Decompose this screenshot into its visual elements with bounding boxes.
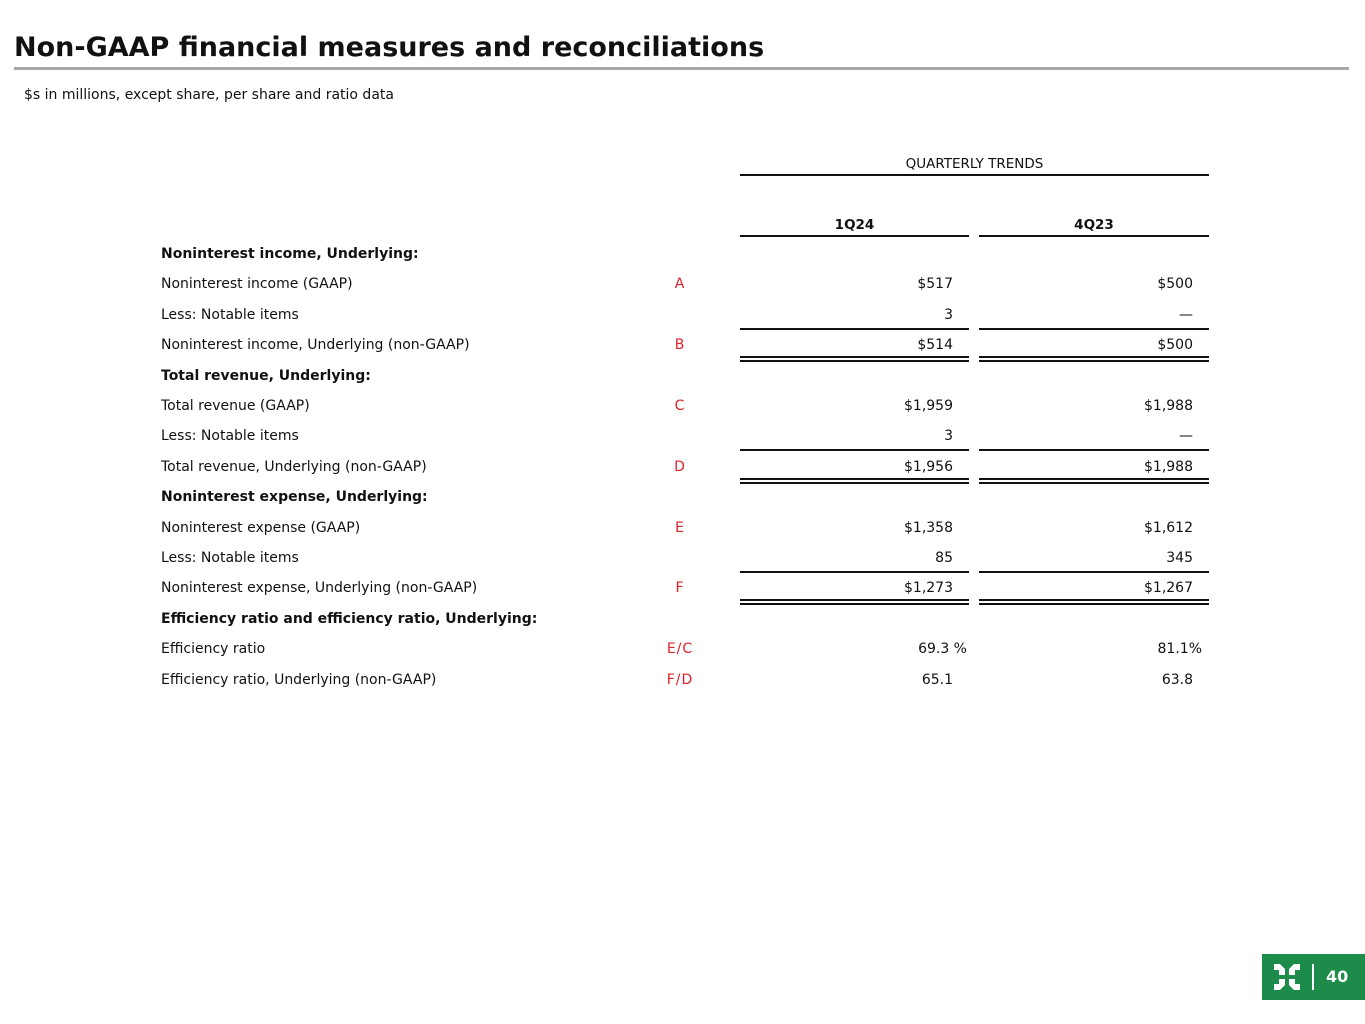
table-row: Efficiency ratio and efficiency ratio, U… (0, 611, 1365, 631)
row-label: Noninterest income, Underlying (non-GAAP… (161, 337, 470, 354)
footer-separator (1312, 964, 1314, 990)
underline (979, 571, 1209, 573)
row-reference: D (674, 458, 686, 475)
double-underline (740, 356, 969, 363)
table-row: Total revenue (GAAP) C $1,959 $1,988 (0, 398, 1365, 418)
value-4q23: 63.8 (1161, 671, 1193, 688)
row-reference: F (675, 580, 685, 597)
table-row: Efficiency ratio, Underlying (non-GAAP) F… (0, 672, 1365, 692)
page-number: 40 (1326, 967, 1349, 986)
row-label: Efficiency ratio, Underlying (non-GAAP) (161, 671, 437, 688)
row-reference: E/C (666, 641, 694, 658)
value-1q24: 85 (935, 550, 953, 566)
row-label: Noninterest income (GAAP) (161, 276, 353, 293)
value-1q24: $514 (917, 337, 953, 354)
value-4q23: $500 (1157, 276, 1193, 293)
value-1q24: 3 (944, 306, 953, 323)
double-underline (979, 477, 1209, 484)
value-1q24: 65.1 (921, 671, 953, 688)
table-row: Less: Notable items 85 345 (0, 550, 1365, 570)
underline (740, 571, 969, 573)
table-row: Less: Notable items 3 — (0, 307, 1365, 327)
footer-badge: 40 (1262, 954, 1365, 1000)
row-reference: C (674, 398, 686, 414)
value-4q23: $1,988 (1144, 458, 1193, 475)
double-underline (979, 599, 1209, 606)
value-1q24: 69.3 % (918, 641, 967, 658)
value-4q23: — (1179, 306, 1193, 323)
double-underline (979, 356, 1209, 363)
group-header: QUARTERLY TRENDS (905, 156, 1044, 172)
value-4q23: 345 (1166, 550, 1193, 566)
value-4q23: 81.1% (1157, 641, 1202, 658)
citizens-logo-icon (1274, 964, 1300, 990)
table-row: Noninterest expense, Underlying: (0, 489, 1365, 509)
value-4q23: $1,988 (1144, 398, 1193, 414)
row-label: Total revenue, Underlying (non-GAAP) (161, 458, 427, 475)
row-label: Efficiency ratio (161, 641, 266, 658)
double-underline (740, 477, 969, 484)
double-underline (740, 599, 969, 606)
value-4q23: $1,612 (1144, 519, 1193, 536)
page-title: Non-GAAP financial measures and reconcil… (14, 32, 765, 63)
table-row: Noninterest expense, Underlying (non-GAA… (0, 580, 1365, 600)
table-row: Noninterest income (GAAP) A $517 $500 (0, 276, 1365, 296)
value-1q24: 3 (944, 428, 953, 445)
row-label: Less: Notable items (161, 428, 299, 445)
column-header-1q24: 1Q24 (834, 217, 875, 233)
row-reference: E (675, 519, 685, 536)
table-row: Less: Notable items 3 — (0, 428, 1365, 448)
row-reference: A (674, 276, 686, 293)
value-4q23: — (1179, 428, 1193, 445)
column-header-4q23: 4Q23 (1074, 217, 1114, 233)
subtitle: $s in millions, except share, per share … (24, 87, 394, 103)
row-reference: B (674, 337, 686, 354)
table-row: Noninterest income, Underlying: (0, 246, 1365, 266)
row-label: Noninterest income, Underlying: (161, 246, 419, 262)
row-label: Total revenue (GAAP) (161, 398, 310, 414)
row-label: Noninterest expense (GAAP) (161, 519, 361, 536)
underline (740, 327, 969, 330)
underline (979, 449, 1209, 452)
row-reference: F/D (666, 671, 694, 688)
table-row: Noninterest income, Underlying (non-GAAP… (0, 337, 1365, 357)
table-row: Efficiency ratio E/C 69.3 % 81.1% (0, 641, 1365, 661)
underline (979, 327, 1209, 330)
row-label: Noninterest expense, Underlying: (161, 489, 428, 506)
row-label: Less: Notable items (161, 550, 299, 566)
value-4q23: $1,267 (1144, 580, 1193, 597)
value-4q23: $500 (1157, 337, 1193, 354)
table-row: Total revenue, Underlying: (0, 368, 1365, 388)
value-1q24: $1,959 (904, 398, 953, 414)
value-1q24: $517 (917, 276, 953, 293)
value-1q24: $1,956 (904, 458, 953, 475)
column-rule (740, 235, 969, 237)
row-label: Efficiency ratio and efficiency ratio, U… (161, 610, 538, 627)
underline (740, 449, 969, 452)
table-row: Total revenue, Underlying (non-GAAP) D $1,… (0, 459, 1365, 479)
title-divider (14, 67, 1349, 70)
row-label: Noninterest expense, Underlying (non-GAA… (161, 580, 478, 597)
table-row: Noninterest expense (GAAP) E $1,358 $1,612 (0, 520, 1365, 540)
row-label: Less: Notable items (161, 306, 299, 323)
row-label: Total revenue, Underlying: (161, 367, 371, 384)
value-1q24: $1,358 (904, 519, 953, 536)
group-header-rule (740, 174, 1209, 176)
value-1q24: $1,273 (904, 580, 953, 597)
column-rule (979, 235, 1209, 237)
